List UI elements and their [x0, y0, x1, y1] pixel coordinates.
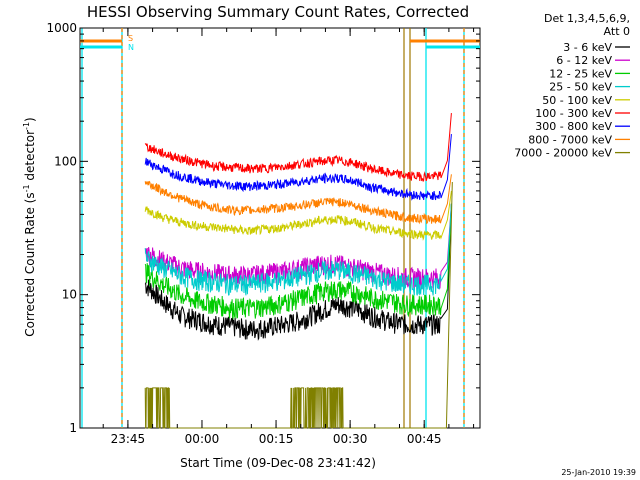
series-line: [144, 174, 452, 225]
x-tick-label: 23:45: [111, 432, 146, 446]
series-line: [144, 181, 453, 429]
legend-entry: 50 - 100 keV: [542, 94, 612, 107]
y-tick-label: 1: [69, 421, 77, 435]
y-tick-label: 1000: [46, 21, 77, 35]
legend-entry: 6 - 12 keV: [556, 54, 612, 67]
legend-entry: 100 - 300 keV: [535, 107, 612, 120]
x-tick-label: 00:15: [259, 432, 294, 446]
series-line: [144, 203, 452, 290]
y-tick-label: 100: [54, 154, 77, 168]
y-tick-label: 10: [62, 288, 77, 302]
legend-entry: 25 - 50 keV: [549, 81, 612, 94]
attenuator-label: S: [128, 34, 133, 43]
legend-entry: 7000 - 20000 keV: [514, 147, 612, 160]
legend-entry: 3 - 6 keV: [563, 41, 612, 54]
series-line: [144, 203, 452, 320]
chart-title: HESSI Observing Summary Count Rates, Cor…: [87, 3, 469, 21]
legend-entry: 800 - 7000 keV: [528, 133, 612, 146]
series-line: [144, 203, 452, 341]
series-line: [144, 203, 452, 296]
x-tick-label: 00:45: [407, 432, 442, 446]
series-line: [144, 113, 452, 183]
legend-entry: 300 - 800 keV: [535, 120, 612, 133]
legend-header: Det 1,3,4,5,6,9,: [544, 12, 630, 25]
x-tick-label: 00:00: [185, 432, 220, 446]
attenuator-label: N: [128, 43, 134, 52]
y-axis-label: Corrected Count Rate (s-1 detector-1): [22, 117, 37, 336]
legend-header: Att 0: [604, 25, 630, 38]
series-line: [144, 190, 452, 241]
x-axis-label: Start Time (09-Dec-08 23:41:42): [180, 456, 376, 470]
x-tick-label: 00:30: [333, 432, 368, 446]
timestamp: 25-Jan-2010 19:39: [561, 468, 636, 477]
series-line: [144, 134, 452, 201]
legend-entry: 12 - 25 keV: [549, 67, 612, 80]
